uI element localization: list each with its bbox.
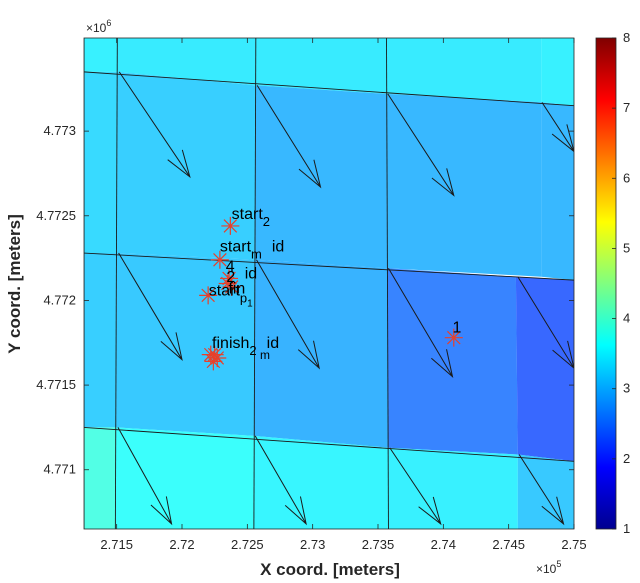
mesh-line — [114, 38, 118, 529]
y-tick-label: 4.773 — [43, 123, 76, 138]
y-axis-multiplier: ×106 — [86, 18, 111, 35]
x-tick-label: 2.735 — [362, 537, 395, 552]
y-tick-label: 4.772 — [43, 292, 76, 307]
vector-arrow — [256, 259, 320, 370]
colorbar — [595, 37, 617, 530]
point-annotation: 4 — [226, 259, 235, 276]
data-point — [218, 274, 237, 293]
cell — [253, 435, 389, 529]
mesh-line — [84, 71, 574, 107]
colorbar-tick-label: 1 — [623, 521, 630, 536]
point-annotation: finish2 id — [212, 335, 279, 358]
colorbar-tick-label: 8 — [623, 30, 630, 45]
colorbar-tick-label: 7 — [623, 100, 630, 115]
y-tick-label: 4.7715 — [36, 377, 76, 392]
point-annotation: id — [245, 265, 257, 282]
x-tick-label: 2.75 — [561, 537, 586, 552]
cell — [541, 102, 574, 281]
mesh-line — [253, 38, 257, 529]
x-axis: 2.715 2.72 2.725 2.73 2.735 2.74 2.745 2.75 — [100, 38, 587, 552]
y-tick-label: 4.771 — [43, 462, 76, 477]
marker-layer — [199, 216, 463, 371]
vector-arrow — [387, 93, 455, 197]
vector-arrow — [517, 276, 574, 369]
x-axis-label: X coord. [meters] — [260, 560, 400, 579]
colorbar-tick-label: 3 — [623, 381, 630, 396]
data-point — [210, 250, 229, 269]
cell — [386, 38, 542, 103]
data-point — [199, 286, 218, 305]
y-axis: 4.771 4.7715 4.772 4.7725 4.773 — [36, 123, 574, 477]
vector-arrow — [118, 252, 183, 362]
x-tick-label: 2.715 — [100, 537, 133, 552]
colorbar-axis: 1 2 3 4 5 6 7 8 — [612, 30, 630, 536]
vector-arrow — [518, 454, 565, 526]
colorbar-tick-label: 6 — [623, 170, 630, 185]
mesh-line — [84, 252, 574, 281]
cell — [84, 38, 118, 72]
cell — [255, 85, 388, 269]
point-annotation: startp1 — [209, 282, 253, 309]
point-annotation: 2 — [226, 269, 235, 286]
cell — [255, 38, 387, 94]
cell — [84, 427, 116, 529]
vector-arrow — [389, 447, 442, 526]
x-axis-multiplier: ×105 — [536, 559, 561, 576]
vector-field — [117, 71, 574, 526]
data-point — [221, 216, 240, 235]
colorbar-tick-label: 4 — [623, 311, 630, 326]
cell-layer — [84, 38, 574, 529]
plot-frame — [83, 37, 575, 530]
x-tick-label: 2.725 — [231, 537, 264, 552]
cell — [84, 71, 118, 254]
mesh-line — [386, 38, 389, 529]
mesh-lines — [84, 38, 574, 529]
colorbar-tick-label: 5 — [623, 240, 630, 255]
cell — [115, 427, 254, 529]
vector-arrow — [388, 268, 454, 378]
cell — [386, 93, 542, 277]
point-annotation: 1 — [452, 320, 461, 337]
vector-arrow — [118, 71, 191, 179]
y-tick-label: 4.7725 — [36, 208, 76, 223]
x-tick-label: 2.74 — [431, 537, 456, 552]
cell — [515, 276, 574, 462]
point-annotation-sub: m — [260, 348, 270, 362]
cell — [117, 38, 256, 86]
point-annotation: fin — [228, 281, 245, 298]
x-tick-label: 2.73 — [300, 537, 325, 552]
vector-arrow — [254, 435, 307, 526]
x-tick-label: 2.745 — [492, 537, 525, 552]
colorbar-tick-label: 2 — [623, 451, 630, 466]
cell — [84, 253, 117, 428]
cell — [116, 253, 256, 436]
point-annotation: startm id — [220, 238, 284, 261]
mesh-line — [84, 426, 574, 462]
cell — [541, 38, 574, 106]
y-axis-label: Y coord. [meters] — [5, 214, 24, 354]
vector-arrow — [541, 102, 574, 153]
vector-arrow — [117, 427, 173, 526]
data-point — [220, 269, 239, 288]
cell — [253, 259, 389, 448]
data-point — [444, 328, 463, 347]
cell — [388, 447, 518, 529]
cell — [387, 268, 518, 455]
data-point — [201, 345, 220, 364]
point-annotation: start2 — [232, 206, 270, 229]
data-point — [204, 352, 223, 371]
x-tick-label: 2.72 — [169, 537, 194, 552]
vector-arrow — [256, 85, 322, 189]
